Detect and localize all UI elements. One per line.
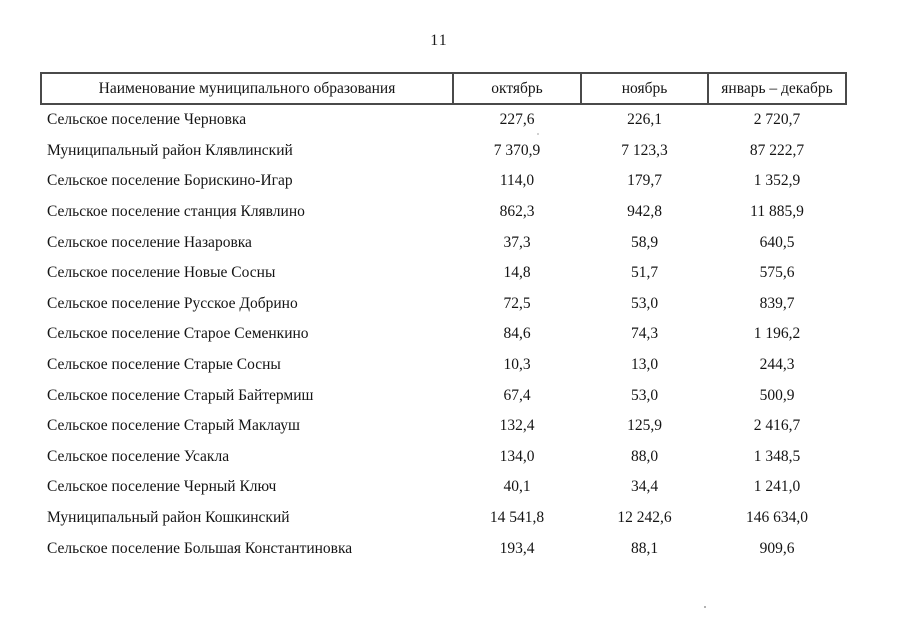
table-row: Сельское поселение Усакла 134,0 88,0 1 348,…: [41, 442, 846, 473]
october-value-cell: 14 541,8: [489, 509, 545, 527]
page-number: 11: [430, 32, 448, 49]
november-value-cell: 88,0: [630, 447, 659, 465]
october-value-cell: 862,3: [499, 203, 535, 221]
table-body: Сельское поселение Черновка 227,6 226,1 2 7…: [41, 104, 846, 564]
january-december-value-cell: 909,6: [759, 539, 795, 557]
october-value-cell: 14,8: [503, 264, 531, 282]
municipality-name-cell: Сельское поселение Новые Сосны: [47, 264, 276, 282]
november-value-cell: 34,4: [630, 478, 659, 496]
november-value-cell: 179,7: [627, 172, 662, 190]
january-december-value-cell: 87 222,7: [749, 141, 805, 159]
municipality-name-cell: Сельское поселение Большая Константиновк…: [47, 539, 353, 557]
municipality-name-cell: Сельское поселение Русское Добрино: [47, 294, 298, 312]
november-value-cell: 53,0: [630, 386, 659, 404]
november-value-cell: 13,0: [630, 356, 659, 374]
october-value-cell: 37,3: [503, 233, 531, 251]
october-value-cell: 227,6: [499, 111, 535, 129]
november-value-cell: 942,8: [627, 203, 662, 221]
column-header-november: ноябрь: [580, 72, 709, 105]
november-value-cell: 125,9: [627, 417, 662, 435]
october-value-cell: 193,4: [499, 539, 535, 557]
table-row: Сельское поселение Старый Байтермиш 67,4 5…: [41, 380, 846, 411]
january-december-value-cell: 839,7: [759, 294, 795, 312]
table-row: Сельское поселение Большая Константиновк…: [41, 533, 846, 564]
municipality-name-cell: Сельское поселение Усакла: [47, 447, 230, 465]
municipality-name-cell: Сельское поселение Старые Сосны: [47, 356, 281, 374]
municipality-name-cell: Сельское поселение Черный Ключ: [47, 478, 277, 496]
table-row: Сельское поселение Старый Маклауш 132,4 12…: [41, 411, 846, 442]
municipality-name-cell: Муниципальный район Кошкинский: [47, 509, 290, 527]
table-row: Сельское поселение Русское Добрино 72,5 53…: [41, 289, 846, 320]
column-header-october: октябрь: [452, 72, 582, 105]
october-value-cell: 132,4: [499, 417, 535, 435]
january-december-value-cell: 244,3: [759, 356, 795, 374]
november-value-cell: 58,9: [630, 233, 659, 251]
table-header: Наименование муниципального образования …: [40, 72, 847, 105]
municipality-name-cell: Сельское поселение Черновка: [47, 111, 247, 129]
january-december-value-cell: 1 241,0: [753, 478, 801, 496]
january-december-value-cell: 2 720,7: [753, 111, 801, 129]
november-value-cell: 12 242,6: [617, 509, 672, 527]
municipality-name-cell: Сельское поселение Назаровка: [47, 233, 252, 251]
october-value-cell: 67,4: [503, 386, 531, 404]
october-value-cell: 134,0: [499, 447, 535, 465]
november-value-cell: 226,1: [627, 111, 662, 129]
january-december-value-cell: 640,5: [759, 233, 795, 251]
october-value-cell: 114,0: [499, 172, 535, 190]
table-row: Сельское поселение Старые Сосны 10,3 13,0 2…: [41, 350, 846, 381]
table-row: Сельское поселение Борискино-Игар 114,0 17…: [41, 166, 846, 197]
municipality-name-cell: Сельское поселение Старый Маклауш: [47, 417, 300, 435]
table-row: Сельское поселение станция Клявлино 862,3…: [41, 197, 846, 228]
january-december-value-cell: 1 348,5: [753, 447, 801, 465]
municipality-name-cell: Муниципальный район Клявлинский: [47, 141, 293, 159]
municipality-name-cell: Сельское поселение станция Клявлино: [47, 203, 305, 221]
january-december-value-cell: 575,6: [759, 264, 795, 282]
table-row: Сельское поселение Назаровка 37,3 58,9 640,…: [41, 227, 846, 258]
november-value-cell: 7 123,3: [621, 141, 668, 159]
municipality-name-cell: Сельское поселение Старое Семенкино: [47, 325, 309, 343]
november-value-cell: 74,3: [630, 325, 659, 343]
table-row: Муниципальный район Кошкинский 14 541,8 12…: [41, 503, 846, 534]
october-value-cell: 72,5: [503, 294, 531, 312]
table-row: Муниципальный район Клявлинский 7 370,9 7 …: [41, 136, 846, 167]
november-value-cell: 88,1: [630, 539, 659, 557]
january-december-value-cell: 1 352,9: [753, 172, 801, 190]
column-header-municipality: Наименование муниципального образования: [40, 72, 454, 105]
column-header-january-december: январь – декабрь: [707, 72, 847, 105]
january-december-value-cell: 146 634,0: [746, 509, 808, 527]
october-value-cell: 7 370,9: [493, 141, 541, 159]
january-december-value-cell: 500,9: [759, 386, 795, 404]
january-december-value-cell: 1 196,2: [753, 325, 801, 343]
municipal-data-table: Наименование муниципального образования …: [40, 72, 847, 564]
municipality-name-cell: Сельское поселение Борискино-Игар: [47, 172, 293, 190]
november-value-cell: 51,7: [630, 264, 659, 282]
october-value-cell: 84,6: [503, 325, 531, 343]
table-row: Сельское поселение Старое Семенкино 84,6 7…: [41, 319, 846, 350]
scan-speck: [537, 133, 539, 135]
november-value-cell: 53,0: [630, 294, 659, 312]
table-header-row: Наименование муниципального образования …: [40, 72, 847, 105]
october-value-cell: 10,3: [503, 356, 531, 374]
scan-speck: [704, 606, 706, 608]
table-row: Сельское поселение Новые Сосны 14,8 51,7 57…: [41, 258, 846, 289]
january-december-value-cell: 2 416,7: [753, 417, 801, 435]
october-value-cell: 40,1: [503, 478, 531, 496]
january-december-value-cell: 11 885,9: [750, 203, 804, 221]
table-row: Сельское поселение Черновка 227,6 226,1 2 7…: [41, 104, 846, 136]
municipality-name-cell: Сельское поселение Старый Байтермиш: [47, 386, 314, 404]
table-row: Сельское поселение Черный Ключ 40,1 34,4 1 …: [41, 472, 846, 503]
